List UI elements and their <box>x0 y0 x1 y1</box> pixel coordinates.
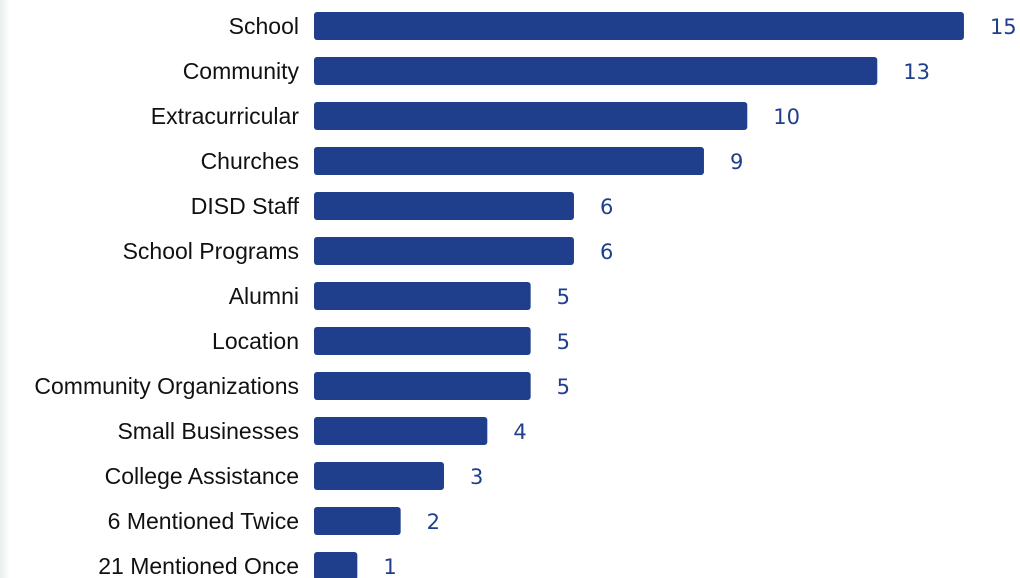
bar-11 <box>314 507 401 535</box>
bar-4 <box>314 192 574 220</box>
bar-0 <box>314 12 964 40</box>
category-label: Alumni <box>229 283 299 309</box>
value-label: 6 <box>600 195 613 219</box>
category-label: 21 Mentioned Once <box>98 553 299 578</box>
bar-8 <box>314 372 531 400</box>
value-label: 1 <box>383 555 396 578</box>
value-label: 4 <box>513 420 526 444</box>
category-label: Community <box>183 58 300 84</box>
value-label: 5 <box>557 285 570 309</box>
category-label: Churches <box>201 148 299 174</box>
bar-5 <box>314 237 574 265</box>
value-label: 3 <box>470 465 483 489</box>
bars-group <box>314 12 964 578</box>
value-label: 5 <box>557 330 570 354</box>
bar-1 <box>314 57 878 85</box>
bar-7 <box>314 327 531 355</box>
value-label: 9 <box>730 150 743 174</box>
bar-9 <box>314 417 488 445</box>
value-label: 13 <box>903 60 930 84</box>
category-label: Community Organizations <box>34 373 299 399</box>
value-label: 2 <box>427 510 440 534</box>
value-label: 10 <box>773 105 800 129</box>
category-label: School <box>229 13 299 39</box>
bar-2 <box>314 102 748 130</box>
bar-12 <box>314 552 358 578</box>
category-label: Location <box>212 328 299 354</box>
value-label: 15 <box>990 15 1017 39</box>
background-edge <box>0 0 10 578</box>
bar-10 <box>314 462 444 490</box>
value-labels: 15 13 10 9 6 6 5 5 5 4 3 2 1 <box>383 15 1016 578</box>
category-label: School Programs <box>123 238 299 264</box>
category-label: 6 Mentioned Twice <box>108 508 299 534</box>
value-label: 5 <box>557 375 570 399</box>
category-label: Small Businesses <box>117 418 299 444</box>
category-labels: School Community Extracurricular Churches DI… <box>34 13 299 578</box>
bar-6 <box>314 282 531 310</box>
category-label: College Assistance <box>105 463 299 489</box>
category-label: DISD Staff <box>191 193 300 219</box>
bar-3 <box>314 147 704 175</box>
category-label: Extracurricular <box>151 103 300 129</box>
value-label: 6 <box>600 240 613 264</box>
